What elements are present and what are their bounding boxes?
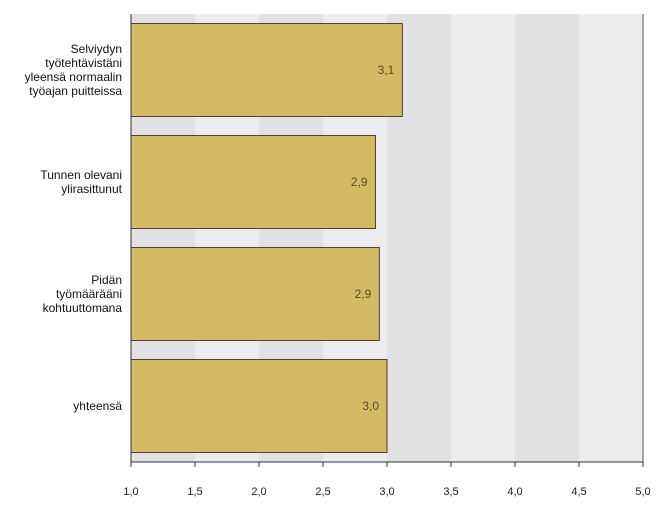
category-label: Pidän työmäärääni kohtuuttomana	[43, 273, 123, 315]
x-tick-label: 2,0	[251, 486, 266, 498]
category-labels: Selviydyn työtehtävistäni yleensä normaali…	[18, 42, 128, 413]
x-tick-label: 2,5	[315, 486, 330, 498]
category-label: Selviydyn työtehtävistäni yleensä normaali…	[25, 42, 123, 98]
data-labels: 3,1 2,9 2,9 3,0	[351, 63, 395, 413]
bar	[130, 247, 380, 341]
grid-band	[451, 14, 515, 462]
x-tick-labels: 1,0 1,5 2,0 2,5 3,0 3,5 4,0 4,5 5,0	[123, 486, 650, 498]
bar	[130, 23, 403, 117]
data-label: 2,9	[355, 287, 372, 301]
category-label: yhteensä	[73, 399, 122, 413]
x-tick-label: 4,5	[571, 486, 586, 498]
data-label: 2,9	[351, 175, 368, 189]
bar	[130, 135, 376, 229]
x-tick-label: 1,5	[187, 486, 202, 498]
x-tick-label: 5,0	[635, 486, 650, 498]
x-tick-label: 1,0	[123, 486, 138, 498]
grid-band	[579, 14, 643, 462]
grid-band	[515, 14, 579, 462]
bars	[130, 23, 403, 453]
axes	[130, 14, 644, 467]
data-label: 3,0	[362, 399, 379, 413]
bar	[130, 359, 388, 453]
data-label: 3,1	[378, 63, 395, 77]
category-label: Tunnen olevani ylirasittunut	[40, 168, 122, 196]
x-tick-label: 4,0	[507, 486, 522, 498]
x-tick-label: 3,0	[379, 486, 394, 498]
x-tick-label: 3,5	[443, 486, 458, 498]
